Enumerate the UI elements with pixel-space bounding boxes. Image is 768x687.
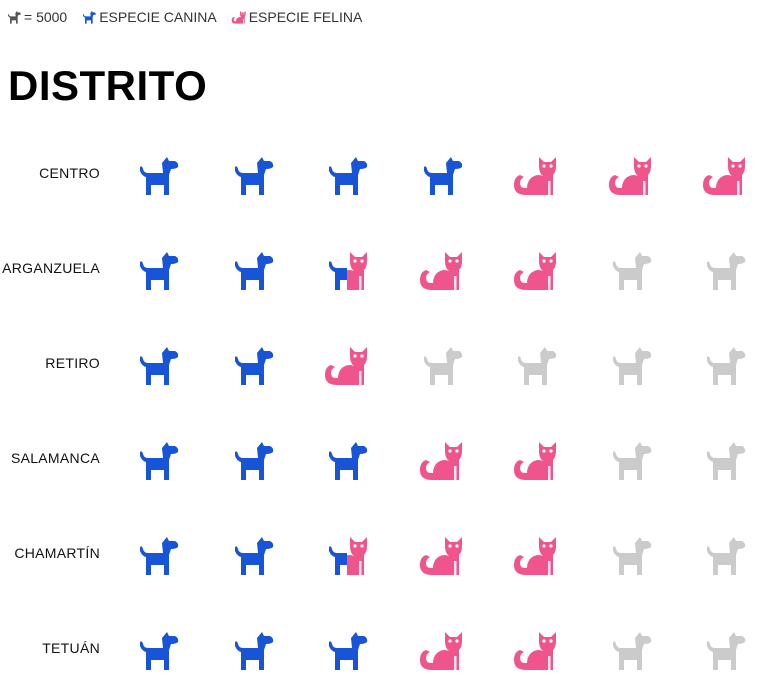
legend-cat-label: ESPECIE FELINA [248,9,363,25]
chart-title: DISTRITO [8,62,208,109]
dog-cat-split-icon [323,531,371,579]
empty-dog-icon [512,341,560,389]
cat-icon [607,151,655,199]
row-label: CENTRO [39,165,100,181]
cat-icon [418,626,466,674]
empty-dog-icon [607,626,655,674]
dog-icon [134,151,182,199]
cat-icon [418,531,466,579]
empty-dog-icon [701,531,749,579]
legend: = 5000 ESPECIE CANINA ESPECIE FELINA [6,7,362,27]
dog-icon [134,246,182,294]
dog-icon [134,341,182,389]
cat-icon [323,341,371,389]
cat-icon [512,436,560,484]
dog-icon [229,436,277,484]
cat-icon [418,436,466,484]
empty-dog-icon [607,436,655,484]
empty-dog-icon [607,531,655,579]
dog-icon [418,151,466,199]
legend-dog-icon [81,9,97,25]
row-label: RETIRO [45,355,100,371]
dog-icon [229,341,277,389]
empty-dog-icon [607,341,655,389]
dog-cat-split-icon [323,246,371,294]
row-label: ARGANZUELA [2,260,100,276]
legend-dog-label: ESPECIE CANINA [99,9,217,25]
empty-dog-icon [701,436,749,484]
cat-icon [512,151,560,199]
row-label: CHAMARTÍN [14,545,100,561]
cat-icon [418,246,466,294]
empty-dog-icon [418,341,466,389]
cat-icon [701,151,749,199]
dog-icon [323,626,371,674]
cat-icon [512,626,560,674]
dog-icon [323,436,371,484]
unit-dog-icon [6,9,22,25]
dog-icon [229,626,277,674]
dog-icon [229,151,277,199]
dog-icon [323,151,371,199]
dog-icon [229,246,277,294]
empty-dog-icon [701,246,749,294]
row-label: TETUÁN [42,640,100,656]
empty-dog-icon [701,341,749,389]
dog-icon [229,531,277,579]
row-label: SALAMANCA [10,450,100,466]
cat-icon [512,246,560,294]
dog-icon [134,531,182,579]
cat-icon [512,531,560,579]
empty-dog-icon [607,246,655,294]
legend-unit-label: = 5000 [24,9,68,25]
legend-cat-icon [231,9,247,25]
empty-dog-icon [701,626,749,674]
dog-icon [134,626,182,674]
pictogram-chart: CENTRO ARGANZUELA RETIRO SALAMANCA CHAMARTÍN… [0,140,768,687]
dog-icon [134,436,182,484]
